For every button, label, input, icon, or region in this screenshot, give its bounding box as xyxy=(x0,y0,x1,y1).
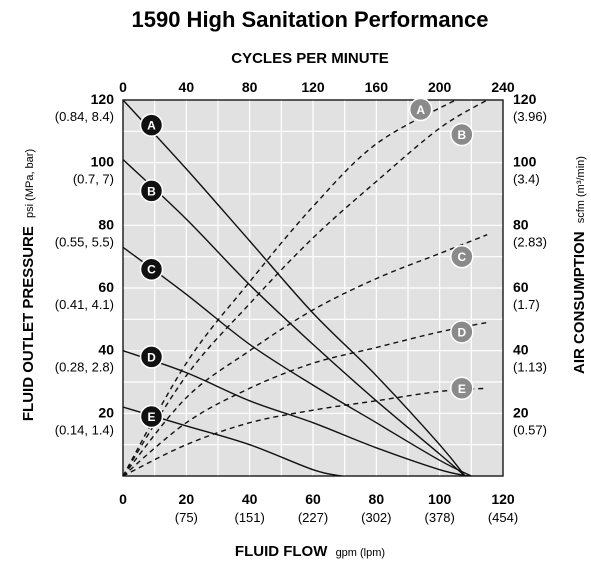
right-tick-sublabel: (3.4) xyxy=(513,172,540,187)
left-axis-label: FLUID OUTLET PRESSURE xyxy=(20,226,37,421)
air-curve-c xyxy=(122,234,488,477)
top-tick-label: 120 xyxy=(301,79,325,95)
left-tick-label: 60 xyxy=(98,279,114,295)
bottom-tick-sublabel: (75) xyxy=(175,510,198,525)
top-tick-label: 40 xyxy=(179,79,195,95)
left-tick-label: 80 xyxy=(98,216,114,232)
top-tick-label: 240 xyxy=(491,79,515,95)
bottom-tick-label: 20 xyxy=(179,491,195,507)
bottom-tick-label: 80 xyxy=(369,491,385,507)
top-tick-label: 0 xyxy=(119,79,127,95)
fluid-curve-a xyxy=(122,99,466,477)
left-tick-sublabel: (0.7, 7) xyxy=(73,172,114,187)
fluid-badge-label: A xyxy=(147,119,156,133)
fluid-badge-b xyxy=(139,179,164,203)
air-badge-e xyxy=(450,376,474,401)
bottom-tick-label: 40 xyxy=(242,491,258,507)
right-axis-unit: scfm (m³/min) xyxy=(575,156,587,223)
air-badge-label: D xyxy=(457,325,466,339)
fluid-badge-c xyxy=(139,257,164,281)
right-tick-sublabel: (1.13) xyxy=(513,360,547,375)
bottom-tick-sublabel: (227) xyxy=(298,510,328,525)
air-badge-c xyxy=(450,244,474,269)
bottom-tick-sublabel: (378) xyxy=(424,510,454,525)
air-badge-label: A xyxy=(416,103,425,117)
left-tick-label: 20 xyxy=(98,404,114,420)
plot-frame xyxy=(122,99,504,477)
right-tick-label: 40 xyxy=(513,342,529,358)
bottom-tick-sublabel: (454) xyxy=(488,510,518,525)
air-badge-d xyxy=(450,320,474,344)
left-tick-sublabel: (0.28, 2.8) xyxy=(55,360,114,375)
right-tick-label: 20 xyxy=(513,404,529,420)
air-badge-label: E xyxy=(458,382,466,396)
right-tick-label: 80 xyxy=(513,216,529,232)
air-badge-b xyxy=(450,122,474,147)
left-tick-sublabel: (0.55, 5.5) xyxy=(55,234,114,249)
chart-title: 1590 High Sanitation Performance xyxy=(132,7,489,32)
curve-badges: A B C D E A B C D E xyxy=(139,97,474,429)
fluid-curve-c xyxy=(122,246,472,477)
left-tick-sublabel: (0.84, 8.4) xyxy=(55,109,114,124)
right-tick-sublabel: (3.96) xyxy=(513,109,547,124)
bottom-tick-sublabel: (151) xyxy=(234,510,264,525)
right-tick-label: 120 xyxy=(513,91,537,107)
top-axis-title: CYCLES PER MINUTE xyxy=(231,50,389,67)
axis-ticks: 0 40 80 120 160 200 240 0 20 (75) 40 (151) 60 (227) 80… xyxy=(55,79,547,525)
fluid-badge-label: B xyxy=(147,184,156,198)
left-axis-unit: psi (MPa, bar) xyxy=(24,149,36,218)
left-tick-sublabel: (0.14, 1.4) xyxy=(55,422,114,437)
fluid-curve-b xyxy=(122,158,466,477)
fluid-flow-curves xyxy=(122,99,472,477)
bottom-axis-unit: gpm (lpm) xyxy=(336,547,386,559)
bottom-tick-label: 120 xyxy=(491,491,515,507)
fluid-curve-e xyxy=(122,406,342,477)
top-tick-label: 160 xyxy=(365,79,389,95)
air-curve-d xyxy=(122,321,488,477)
air-curve-b xyxy=(122,99,488,477)
right-tick-sublabel: (1.7) xyxy=(513,297,540,312)
air-curve-a xyxy=(122,99,456,477)
bottom-axis-label: FLUID FLOW xyxy=(235,543,328,560)
bottom-tick-label: 100 xyxy=(428,491,452,507)
air-badge-label: B xyxy=(457,128,466,142)
right-tick-label: 60 xyxy=(513,279,529,295)
bottom-tick-label: 0 xyxy=(119,491,127,507)
air-badge-label: C xyxy=(457,250,466,264)
right-axis-label: AIR CONSUMPTION xyxy=(571,231,588,374)
right-tick-sublabel: (2.83) xyxy=(513,234,547,249)
left-tick-sublabel: (0.41, 4.1) xyxy=(55,297,114,312)
fluid-curve-d xyxy=(122,350,469,477)
left-tick-label: 40 xyxy=(98,342,114,358)
left-axis-title: FLUID OUTLET PRESSURE psi (MPa, bar) xyxy=(20,149,37,421)
fluid-badge-a xyxy=(139,113,164,137)
bottom-tick-sublabel: (302) xyxy=(361,510,391,525)
left-tick-label: 100 xyxy=(91,154,115,170)
bottom-tick-label: 60 xyxy=(305,491,321,507)
air-consumption-curves xyxy=(122,99,488,477)
left-tick-label: 120 xyxy=(91,91,115,107)
air-badge-a xyxy=(408,97,433,122)
right-tick-sublabel: (0.57) xyxy=(513,422,547,437)
right-tick-label: 100 xyxy=(513,154,537,170)
right-axis-title: AIR CONSUMPTION scfm (m³/min) xyxy=(571,156,588,374)
fluid-badge-label: D xyxy=(147,350,156,364)
bottom-axis-title: FLUID FLOW gpm (lpm) xyxy=(235,543,385,560)
fluid-badge-e xyxy=(139,404,164,429)
air-curve-e xyxy=(122,387,488,477)
fluid-badge-label: C xyxy=(147,263,156,277)
fluid-badge-d xyxy=(139,345,164,369)
top-tick-label: 200 xyxy=(428,79,452,95)
fluid-badge-label: E xyxy=(147,410,155,424)
top-tick-label: 80 xyxy=(242,79,258,95)
